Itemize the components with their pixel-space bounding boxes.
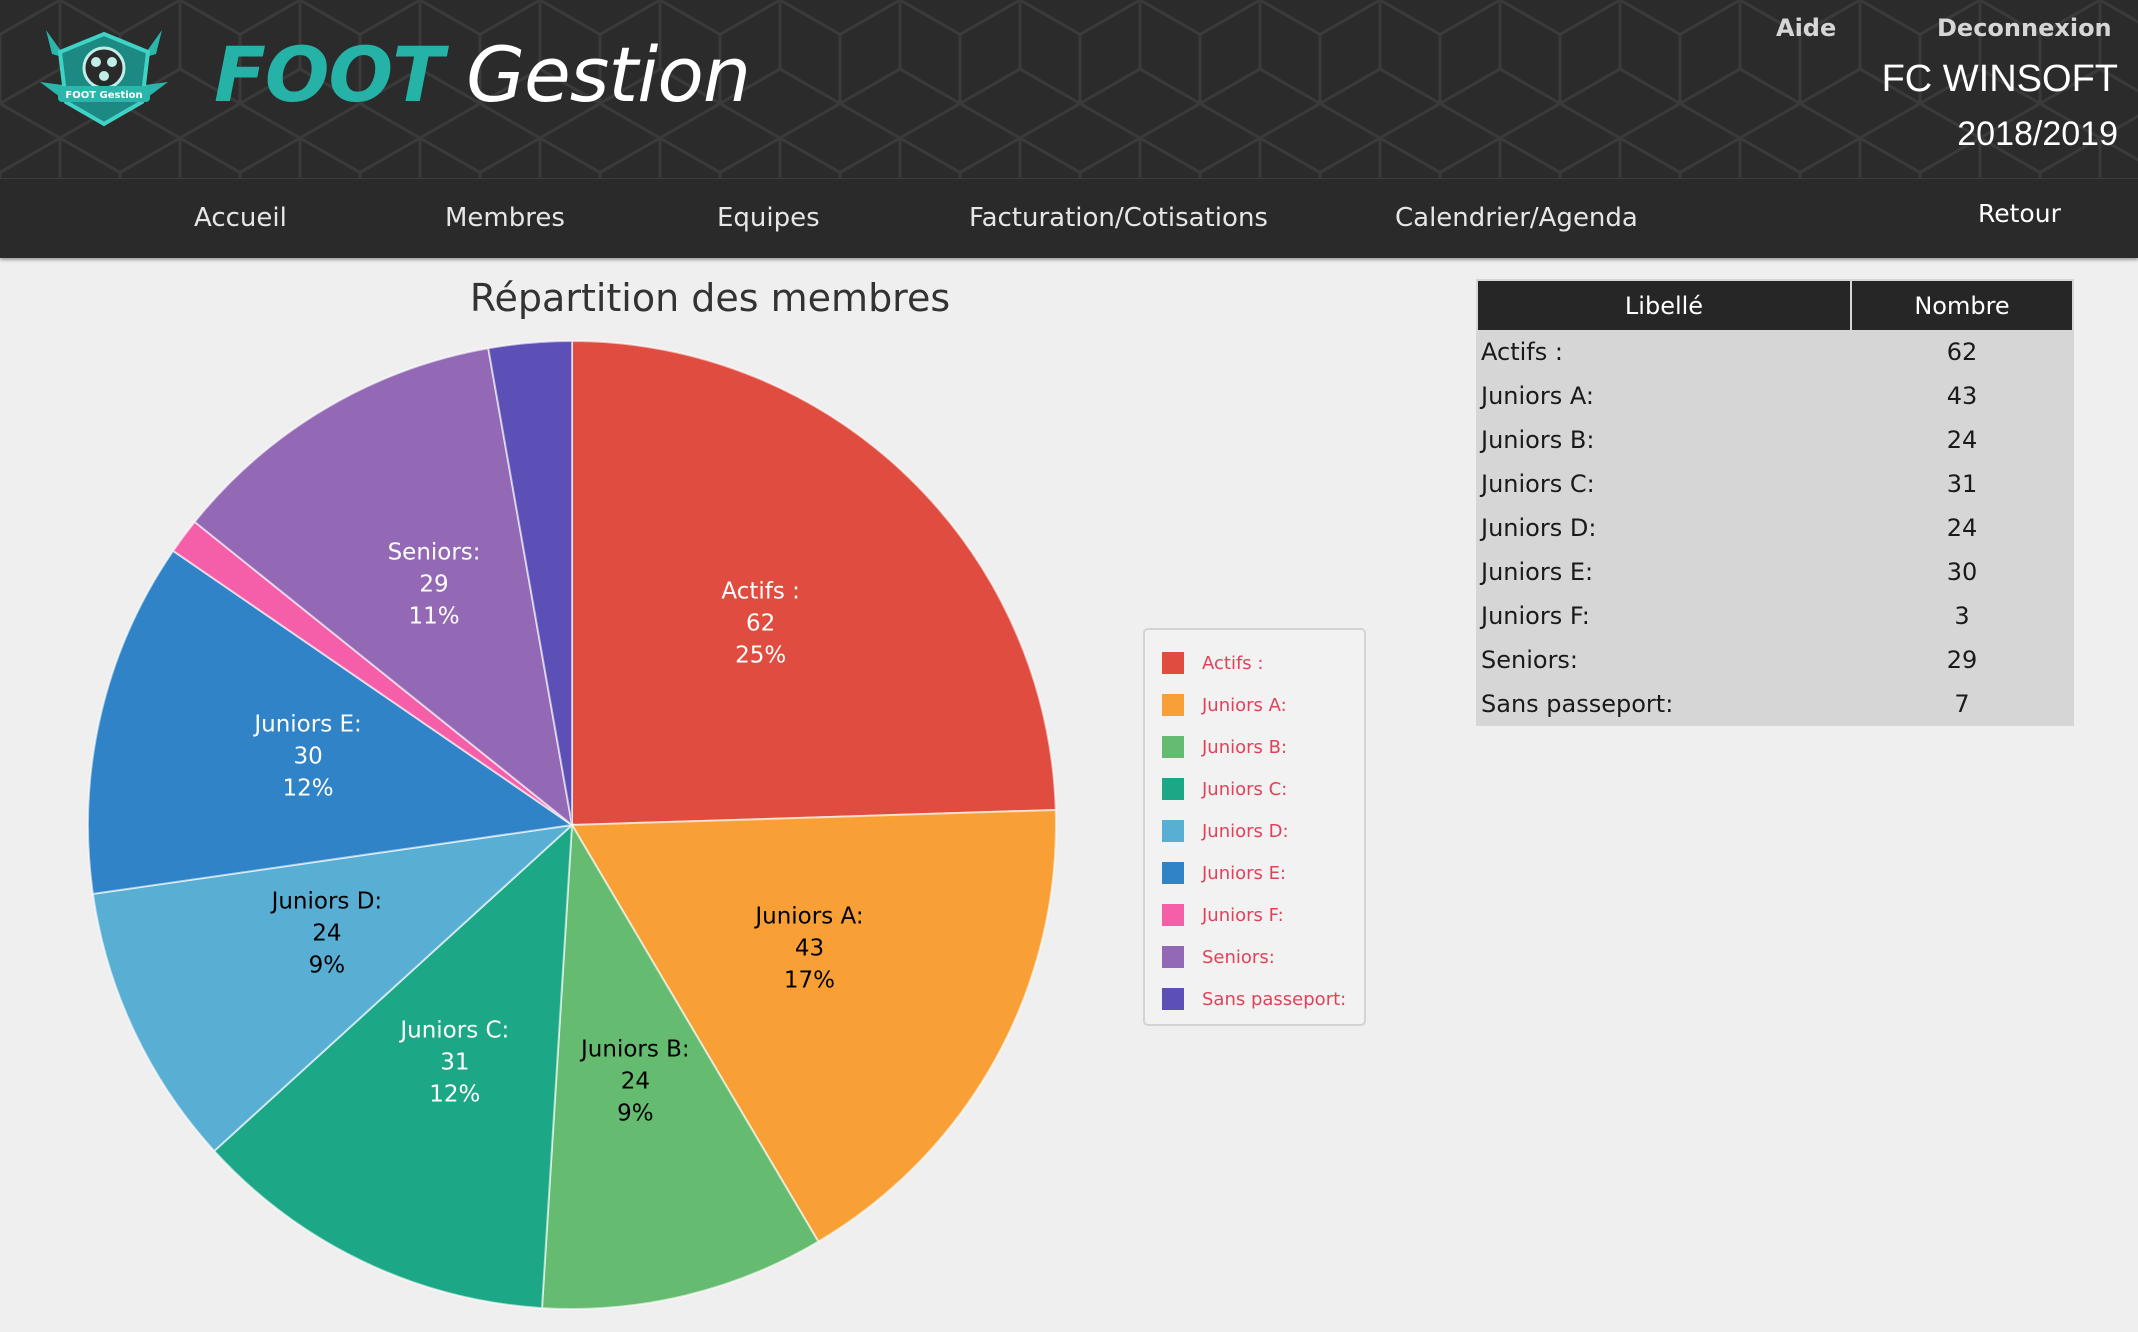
legend-label: Seniors:: [1202, 946, 1275, 968]
club-name: FC WINSOFT: [1881, 58, 2118, 100]
pie-slice-5[interactable]: [91, 823, 576, 1153]
table-row: Juniors D: 24: [1477, 506, 2073, 550]
row-label: Seniors:: [1481, 646, 1579, 674]
nav-item-membres[interactable]: Membres: [445, 203, 565, 233]
row-label: Juniors B:: [1481, 426, 1595, 454]
legend-item[interactable]: Sans passeport:: [1162, 984, 1346, 1014]
slice-label-6: Juniors E: 30 12%: [252, 711, 361, 801]
shield-logo-icon[interactable]: FOOT Gestion: [36, 24, 172, 134]
row-label: Juniors E:: [1481, 558, 1594, 586]
legend-label: Juniors E:: [1202, 862, 1287, 884]
members-table: Libellé Nombre Actifs : 62 Juniors A: 43 J…: [1476, 279, 2074, 726]
legend-label: Juniors A:: [1202, 694, 1287, 716]
legend-label: Juniors F:: [1202, 904, 1284, 926]
brand-title: FOOT Gestion: [214, 30, 751, 119]
legend-item[interactable]: Juniors F:: [1162, 900, 1284, 930]
legend-label: Sans passeport:: [1202, 988, 1347, 1010]
legend-swatch: [1162, 862, 1184, 884]
logo-text: FOOT Gestion: [65, 90, 142, 101]
legend-label: Actifs :: [1202, 652, 1264, 674]
logout-link[interactable]: Deconnexion: [1937, 14, 2112, 42]
slice-label-2: Juniors A: 43 17%: [753, 904, 863, 994]
legend-swatch: [1162, 820, 1184, 842]
nav-item-calendrier[interactable]: Calendrier/Agenda: [1395, 203, 1638, 233]
row-value: 62: [1946, 338, 1978, 366]
row-value: 31: [1946, 470, 1978, 498]
table-row: Juniors A: 43: [1477, 374, 2073, 418]
legend-swatch: [1162, 946, 1184, 968]
nav-item-equipes[interactable]: Equipes: [717, 203, 820, 233]
table-row: Juniors E: 30: [1477, 550, 2073, 594]
legend-swatch: [1162, 904, 1184, 926]
help-link[interactable]: Aide: [1776, 14, 1837, 42]
pie-slice-8[interactable]: [193, 347, 574, 828]
row-label: Sans passeport:: [1481, 690, 1674, 718]
pie-slice-2[interactable]: [570, 808, 1057, 1244]
brand-gestion: Gestion: [466, 30, 751, 119]
app-header: FOOT Gestion FOOT Gestion Aide Deconnexi…: [0, 0, 2138, 178]
legend-item[interactable]: Juniors A:: [1162, 690, 1287, 720]
row-label: Actifs :: [1481, 338, 1563, 366]
legend-item[interactable]: Juniors B:: [1162, 732, 1287, 762]
legend-label: Juniors B:: [1202, 736, 1288, 758]
pie-slice-4[interactable]: [212, 822, 574, 1310]
slice-label-4: Juniors C: 31 12%: [398, 1017, 509, 1107]
row-label: Juniors C:: [1481, 470, 1595, 498]
row-value: 24: [1946, 514, 1978, 542]
legend-swatch: [1162, 988, 1184, 1010]
row-value: 43: [1946, 382, 1978, 410]
pie-slice-3[interactable]: [540, 821, 820, 1310]
row-label: Juniors D:: [1481, 514, 1597, 542]
pie-slice-9[interactable]: [487, 339, 573, 826]
slice-label-8: Seniors: 29 11%: [388, 540, 481, 630]
brand-foot: FOOT: [214, 30, 444, 119]
season: 2018/2019: [1957, 115, 2118, 153]
column-header-libelle: Libellé: [1476, 279, 1852, 330]
legend-swatch: [1162, 652, 1184, 674]
legend-swatch: [1162, 736, 1184, 758]
back-link[interactable]: Retour: [1978, 199, 2061, 228]
legend-swatch: [1162, 778, 1184, 800]
pie-chart: Actifs :62 25% Juniors A: 43 17% Juniors B: 24…: [87, 339, 1057, 1310]
row-value: 3: [1954, 602, 1970, 630]
row-value: 7: [1954, 690, 1970, 718]
slice-label-3: Juniors B: 24 9%: [579, 1037, 690, 1127]
pie-slice-6[interactable]: [87, 549, 575, 896]
table-row: Seniors: 29: [1477, 638, 2073, 682]
table-row: Juniors C: 31: [1477, 462, 2073, 506]
table-row: Juniors B: 24: [1477, 418, 2073, 462]
legend-item[interactable]: Seniors:: [1162, 942, 1275, 972]
column-header-nombre: Nombre: [1850, 279, 2074, 330]
table-header-row: Libellé Nombre: [1476, 279, 2074, 330]
table-row: Actifs : 62: [1477, 330, 2073, 374]
row-value: 30: [1946, 558, 1978, 586]
legend-label: Juniors C:: [1202, 778, 1288, 800]
hexagon-background: [0, 0, 2138, 178]
slice-label-5: Juniors D: 24 9%: [270, 889, 383, 979]
row-value: 29: [1946, 646, 1978, 674]
legend-item[interactable]: Juniors E:: [1162, 858, 1286, 888]
legend-swatch: [1162, 694, 1184, 716]
nav-item-facturation[interactable]: Facturation/Cotisations: [969, 203, 1268, 233]
legend-item[interactable]: Actifs :: [1162, 648, 1263, 678]
row-label: Juniors A:: [1481, 382, 1594, 410]
slice-label-1: Actifs :62 25%: [721, 578, 800, 668]
row-label: Juniors F:: [1481, 602, 1590, 630]
legend-item[interactable]: Juniors C:: [1162, 774, 1287, 804]
legend-item[interactable]: Juniors D:: [1162, 816, 1289, 846]
table-row: Sans passeport: 7: [1477, 682, 2073, 726]
chart-title: Répartition des membres: [469, 276, 951, 320]
table-row: Juniors F: 3: [1477, 594, 2073, 638]
nav-item-accueil[interactable]: Accueil: [194, 203, 287, 233]
main-nav: Accueil Membres Equipes Facturation/Coti…: [0, 178, 2138, 258]
legend-label: Juniors D:: [1202, 820, 1289, 842]
chart-legend: Actifs : Juniors A: Juniors B: Juniors C: Ju…: [1143, 628, 1366, 1026]
row-value: 24: [1946, 426, 1978, 454]
pie-slice-1[interactable]: [571, 339, 1057, 827]
